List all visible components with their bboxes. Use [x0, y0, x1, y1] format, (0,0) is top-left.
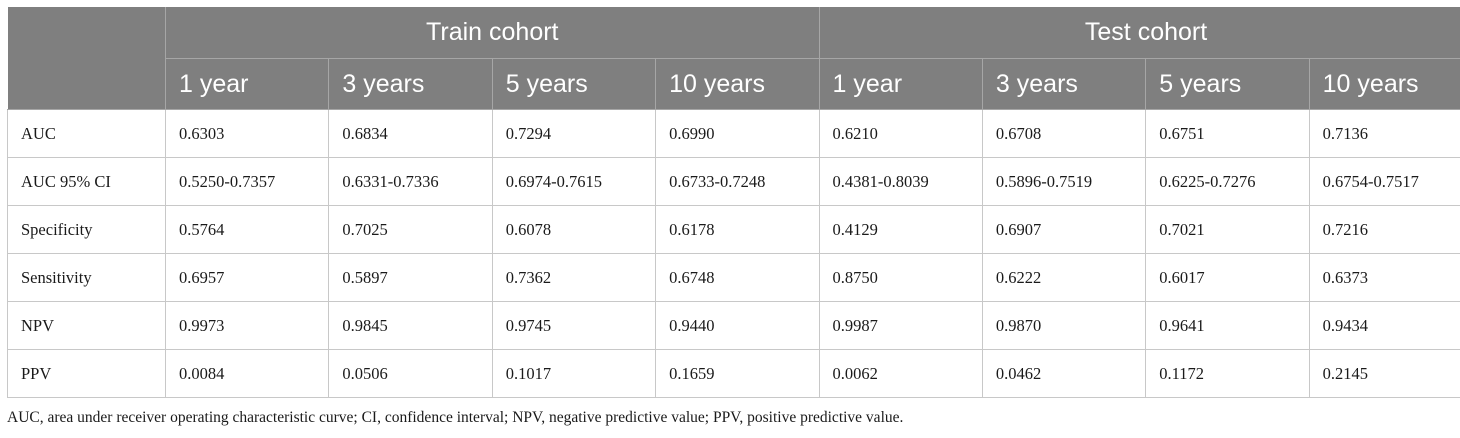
table-cell: 0.6751 — [1145, 109, 1310, 158]
group-header-row: Train cohort Test cohort — [7, 7, 1460, 110]
table-cell: 0.9434 — [1309, 301, 1460, 350]
table-cell: 0.6331-0.7336 — [328, 157, 493, 206]
table-cell: 0.6834 — [328, 109, 493, 158]
table-cell: 0.7216 — [1309, 205, 1460, 254]
table-cell: 0.7294 — [492, 109, 657, 158]
table-cell: 0.6303 — [165, 109, 330, 158]
column-header: 10 years — [655, 58, 820, 110]
column-header: 3 years — [328, 58, 493, 110]
test-cohort-header: Test cohort — [819, 7, 1460, 59]
column-header: 5 years — [492, 58, 657, 110]
table-row: NPV 0.9973 0.9845 0.9745 0.9440 0.9987 0.9870 0… — [7, 301, 1460, 350]
table-row: AUC 95% CI 0.5250-0.7357 0.6331-0.7336 0.69… — [7, 157, 1460, 206]
table-cell: 0.6017 — [1145, 253, 1310, 302]
table-cell: 0.6373 — [1309, 253, 1460, 302]
table-cell: 0.9440 — [655, 301, 820, 350]
train-cohort-header: Train cohort — [165, 7, 820, 59]
table-cell: 0.6907 — [982, 205, 1147, 254]
table-cell: 0.5250-0.7357 — [165, 157, 330, 206]
table-cell: 0.7021 — [1145, 205, 1310, 254]
table-cell: 0.9745 — [492, 301, 657, 350]
table-cell: 0.6957 — [165, 253, 330, 302]
table-cell: 0.7136 — [1309, 109, 1460, 158]
table-cell: 0.6222 — [982, 253, 1147, 302]
table-cell: 0.4381-0.8039 — [819, 157, 983, 206]
column-header: 10 years — [1309, 58, 1460, 110]
table-cell: 0.6974-0.7615 — [492, 157, 657, 206]
table-cell: 0.9987 — [819, 301, 983, 350]
row-label: NPV — [7, 301, 166, 350]
column-header-row: 1 year 3 years 5 years 10 years 1 year 3… — [8, 58, 1460, 110]
table-cell: 0.4129 — [819, 205, 983, 254]
table-cell: 0.9845 — [328, 301, 493, 350]
table-row: Specificity 0.5764 0.7025 0.6078 0.6178 0.412… — [7, 205, 1460, 254]
corner-cell — [7, 7, 166, 110]
table-cell: 0.0084 — [165, 349, 330, 398]
table-cell: 0.1659 — [655, 349, 820, 398]
table-cell: 0.1172 — [1145, 349, 1310, 398]
table-cell: 0.0462 — [982, 349, 1147, 398]
row-label: Specificity — [7, 205, 166, 254]
row-label: AUC — [7, 109, 166, 158]
column-header: 1 year — [819, 58, 983, 110]
table-cell: 0.6748 — [655, 253, 820, 302]
results-table: Train cohort Test cohort 1 year 3 years … — [7, 7, 1460, 398]
table-row: AUC 0.6303 0.6834 0.7294 0.6990 0.6210 0.6708 0… — [7, 109, 1460, 158]
table-cell: 0.8750 — [819, 253, 983, 302]
table-cell: 0.9973 — [165, 301, 330, 350]
column-header: 1 year — [165, 58, 330, 110]
table-cell: 0.9870 — [982, 301, 1147, 350]
row-label: PPV — [7, 349, 166, 398]
table-cell: 0.7362 — [492, 253, 657, 302]
table-cell: 0.1017 — [492, 349, 657, 398]
table-cell: 0.0062 — [819, 349, 983, 398]
table-cell: 0.5764 — [165, 205, 330, 254]
table-cell: 0.6078 — [492, 205, 657, 254]
table-cell: 0.0506 — [328, 349, 493, 398]
column-header: 3 years — [982, 58, 1147, 110]
table-cell: 0.2145 — [1309, 349, 1460, 398]
row-label: AUC 95% CI — [7, 157, 166, 206]
table-cell: 0.6708 — [982, 109, 1147, 158]
table-footnote: AUC, area under receiver operating chara… — [7, 409, 904, 426]
table-row: Sensitivity 0.6957 0.5897 0.7362 0.6748 0.875… — [7, 253, 1460, 302]
table-cell: 0.6178 — [655, 205, 820, 254]
table-cell: 0.5896-0.7519 — [982, 157, 1147, 206]
table-cell: 0.7025 — [328, 205, 493, 254]
table-cell: 0.6990 — [655, 109, 820, 158]
row-label: Sensitivity — [7, 253, 166, 302]
column-header: 5 years — [1145, 58, 1310, 110]
table-cell: 0.6754-0.7517 — [1309, 157, 1460, 206]
table-row: PPV 0.0084 0.0506 0.1017 0.1659 0.0062 0.0462 0… — [7, 349, 1460, 398]
table-body: AUC 0.6303 0.6834 0.7294 0.6990 0.6210 0.6708 0… — [7, 109, 1460, 398]
table-cell: 0.6210 — [819, 109, 983, 158]
table-cell: 0.5897 — [328, 253, 493, 302]
table-cell: 0.9641 — [1145, 301, 1310, 350]
table-cell: 0.6733-0.7248 — [655, 157, 820, 206]
table-cell: 0.6225-0.7276 — [1145, 157, 1310, 206]
